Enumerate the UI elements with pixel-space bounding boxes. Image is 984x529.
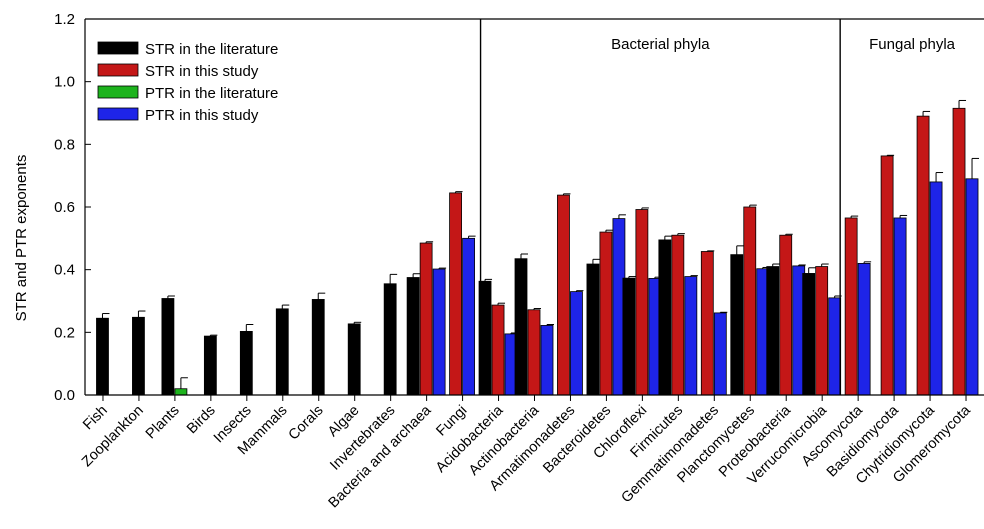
y-axis-label: STR and PTR exponents <box>13 155 30 322</box>
bar <box>491 304 505 396</box>
bar <box>730 254 744 396</box>
bar <box>622 277 636 396</box>
bar <box>700 251 714 396</box>
bar <box>527 309 541 396</box>
bar <box>419 242 433 396</box>
legend-label: PTR in this study <box>145 107 259 124</box>
bar <box>658 239 672 396</box>
bar <box>462 237 475 396</box>
bar <box>965 178 979 396</box>
y-tick-label: 0.2 <box>54 324 75 341</box>
bar <box>383 283 397 396</box>
y-tick-label: 0.6 <box>54 199 75 216</box>
bar <box>203 335 217 396</box>
bar <box>815 266 829 396</box>
bar <box>893 217 907 396</box>
region-labels: Bacterial phyla Fungal phyla <box>611 36 956 53</box>
y-tick-label: 0.8 <box>54 136 75 153</box>
region-label: Bacterial phyla <box>611 36 710 53</box>
bar <box>802 273 816 396</box>
legend-swatch <box>97 107 139 121</box>
bar <box>406 277 420 396</box>
bar <box>844 217 858 396</box>
bar <box>779 234 793 396</box>
bar <box>743 206 757 396</box>
y-tick-labels: 0.0 0.2 0.4 0.6 0.8 1.0 1.2 <box>54 11 75 404</box>
bar <box>311 299 325 396</box>
x-tick-label: Corals <box>286 403 327 444</box>
bar <box>952 107 966 396</box>
legend-swatch <box>97 85 139 99</box>
bar <box>449 192 462 396</box>
legend-swatch <box>97 63 139 77</box>
bar <box>929 181 943 396</box>
bar <box>671 234 685 396</box>
bar <box>684 276 698 396</box>
bar <box>857 262 871 396</box>
bar <box>766 266 780 396</box>
bar <box>174 388 188 396</box>
bar <box>432 268 446 396</box>
bar <box>557 194 570 396</box>
legend-label: STR in this study <box>145 63 259 80</box>
x-tick-label: Plants <box>143 403 183 443</box>
bar <box>586 263 600 396</box>
legend-swatch <box>97 41 139 55</box>
x-tick-label: Fish <box>80 403 111 434</box>
bar <box>599 231 613 396</box>
y-tick-label: 0.0 <box>54 387 75 404</box>
axes-group <box>84 18 984 401</box>
bar <box>275 308 289 396</box>
legend-label: STR in the literature <box>145 41 278 58</box>
bar <box>635 209 649 396</box>
bar <box>132 316 145 396</box>
bar <box>540 325 554 396</box>
y-tick-label: 0.4 <box>54 262 75 279</box>
bar <box>161 298 175 396</box>
y-tick-label: 1.0 <box>54 74 75 91</box>
bar <box>713 312 727 396</box>
bar <box>916 115 930 396</box>
legend: STR in the literature STR in this study PT… <box>97 41 278 124</box>
bar <box>514 258 528 396</box>
bar <box>347 323 361 396</box>
bar <box>239 330 253 396</box>
bar <box>880 155 894 396</box>
legend-label: PTR in the literature <box>145 85 278 102</box>
y-tick-label: 1.2 <box>54 11 75 28</box>
bar <box>96 317 109 396</box>
region-label: Fungal phyla <box>869 36 956 53</box>
bar <box>570 291 583 396</box>
bar <box>828 297 842 396</box>
bars-group <box>96 99 980 396</box>
